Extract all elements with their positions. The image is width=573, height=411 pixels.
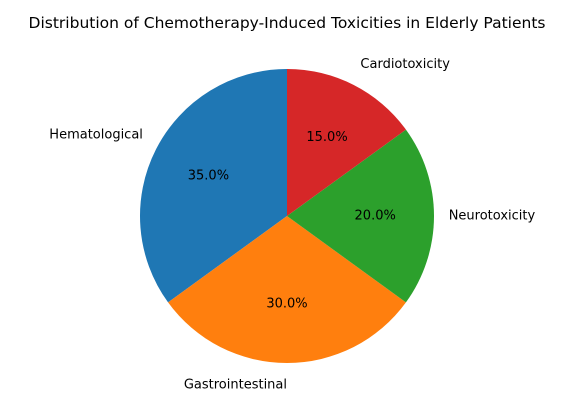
category-label-neurotoxicity: Neurotoxicity bbox=[449, 209, 536, 224]
category-label-cardiotoxicity: Cardiotoxicity bbox=[360, 57, 450, 72]
pie-slice-hematological bbox=[139, 69, 287, 303]
pie-labels: 35.0% Hematological 30.0% Gastrointestinal 2… bbox=[49, 57, 535, 393]
pct-label-cardiotoxicity: 15.0% bbox=[306, 130, 347, 145]
pie-slices bbox=[139, 69, 435, 364]
pct-label-hematological: 35.0% bbox=[188, 168, 229, 183]
pie-slice-gastrointestinal bbox=[168, 216, 406, 364]
category-label-hematological: Hematological bbox=[49, 128, 143, 143]
pct-label-gastrointestinal: 30.0% bbox=[266, 297, 307, 312]
chart-title: Distribution of Chemotherapy-Induced Tox… bbox=[29, 14, 546, 32]
pie-slice-neurotoxicity bbox=[287, 129, 435, 303]
pct-label-neurotoxicity: 20.0% bbox=[355, 209, 396, 224]
category-label-gastrointestinal: Gastrointestinal bbox=[184, 378, 287, 393]
pie-slice-cardiotoxicity bbox=[287, 69, 406, 216]
